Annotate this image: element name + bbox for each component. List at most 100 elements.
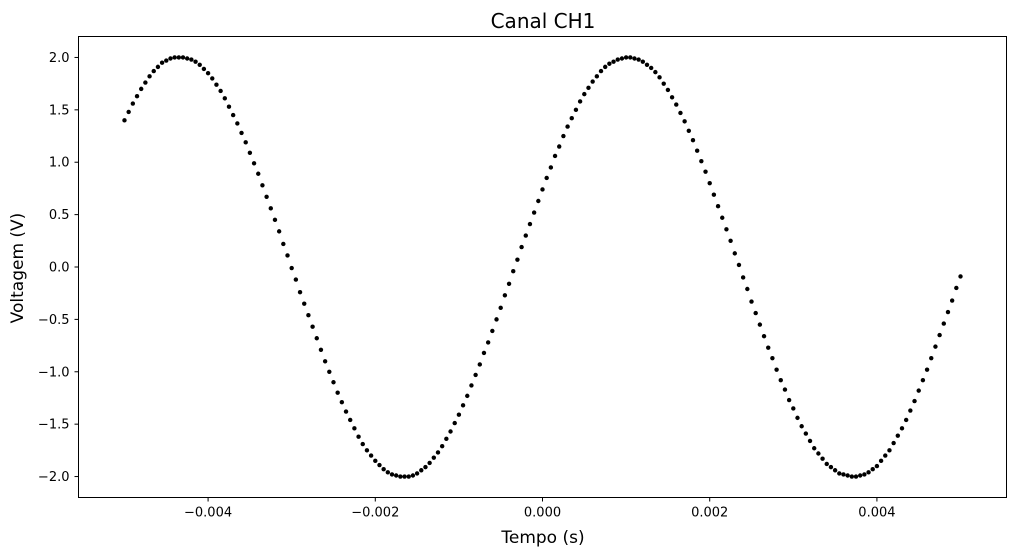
data-point [164,58,169,63]
data-point [126,109,131,115]
data-point [318,347,324,352]
data-point [937,332,942,338]
data-point [753,310,758,316]
data-point [176,55,182,60]
data-point [603,64,608,70]
data-point [439,443,445,449]
data-point [598,68,604,74]
data-point [648,65,654,71]
y-axis-label: Voltagem (V) [8,213,28,324]
data-point [214,82,219,87]
data-point [276,229,282,234]
data-point [828,464,834,470]
data-point [849,474,855,479]
data-point [485,340,491,345]
data-point [289,265,294,271]
data-point [866,470,871,475]
data-point [816,451,821,456]
data-point [381,467,386,472]
data-point [720,215,725,220]
data-point [293,277,299,282]
y-tick-label: 1.0 [49,156,70,171]
data-point [669,95,675,100]
data-point [736,262,742,268]
data-point [460,403,466,408]
data-point [251,161,257,166]
data-point [410,473,416,478]
data-point [874,463,880,469]
data-point [285,253,290,258]
data-point [502,293,508,298]
data-point [218,88,223,94]
data-point [226,104,232,109]
data-point [147,74,152,79]
data-point [122,118,127,123]
data-point [732,251,737,256]
y-tick-label: 0.0 [49,261,70,276]
data-point [707,180,712,186]
data-point [143,80,148,85]
x-axis: −0.004 −0.002 0.000 0.002 0.004 [184,497,896,521]
data-point [774,367,779,372]
data-point [260,183,265,188]
data-point [168,56,173,61]
data-point [740,275,746,280]
data-point [853,474,859,479]
plot-frame [78,36,1007,498]
data-point [281,241,286,247]
data-point [268,206,273,211]
data-point [891,440,896,446]
data-point [841,472,846,477]
data-point [674,102,679,107]
data-point [469,383,474,388]
data-point [335,390,340,395]
data-point [845,473,850,478]
data-point [373,458,378,464]
data-point [594,74,600,79]
data-point [519,244,524,250]
data-point [653,69,658,75]
data-point [398,474,403,479]
data-point [711,192,717,197]
data-point [728,238,733,244]
data-point [197,62,202,67]
data-point [690,138,696,143]
data-point [235,121,240,126]
data-point [803,431,809,436]
data-point [577,99,583,104]
data-point [465,393,470,399]
data-point [427,460,432,466]
data-point [590,79,595,84]
data-point [481,350,487,356]
data-point [908,408,913,413]
data-point [791,406,796,411]
data-point [949,298,955,303]
data-point [958,274,963,279]
data-point [448,429,453,434]
data-point [339,399,345,405]
data-point [151,68,156,74]
data-point [352,426,357,431]
data-point [364,448,370,453]
data-point [531,210,537,215]
data-point [205,70,211,76]
x-tick-label: 0.000 [524,506,561,521]
y-tick-label: −1.5 [38,418,70,433]
data-point [795,415,800,421]
data-point [561,133,566,139]
data-point [356,434,361,439]
data-point [243,140,248,145]
data-point [912,398,917,404]
data-point [536,198,541,204]
data-point [302,301,307,306]
data-point [878,458,884,464]
data-point [201,66,207,72]
data-point [348,417,353,423]
data-point [857,473,863,478]
data-point [180,55,186,60]
data-point [444,436,449,442]
data-point [506,281,512,286]
data-point [820,456,825,461]
data-point [184,56,190,61]
